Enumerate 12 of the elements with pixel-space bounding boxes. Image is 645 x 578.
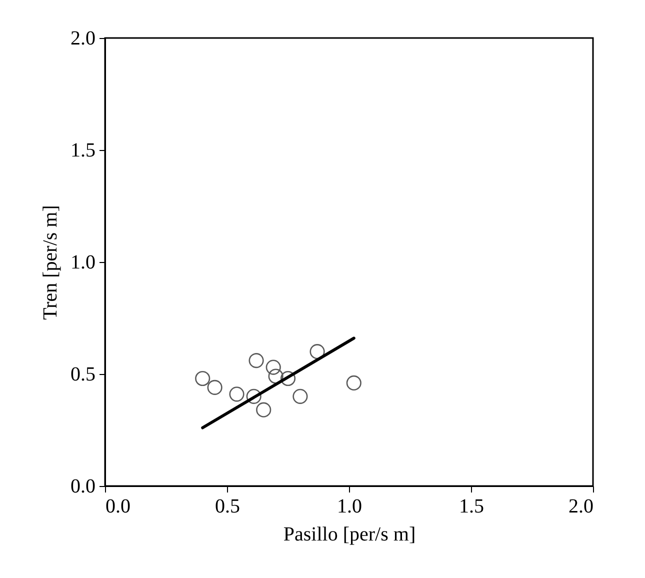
y-axis-title: Tren [per/s m] [40, 205, 62, 320]
y-tick-label: 0.5 [70, 364, 96, 386]
x-tick-label: 1.5 [459, 496, 484, 518]
x-tick-label: 2.0 [568, 496, 594, 518]
x-axis-title: Pasillo [per/s m] [283, 524, 416, 546]
x-tick-label: 1.0 [337, 496, 362, 518]
y-tick-label: 2.0 [70, 28, 96, 50]
x-tick-label: 0.0 [106, 496, 130, 518]
x-tick-label: 0.5 [215, 496, 240, 518]
y-tick-label: 1.5 [70, 140, 96, 162]
y-tick-label: 1.0 [70, 252, 96, 274]
y-tick-label: 0.0 [70, 476, 96, 498]
